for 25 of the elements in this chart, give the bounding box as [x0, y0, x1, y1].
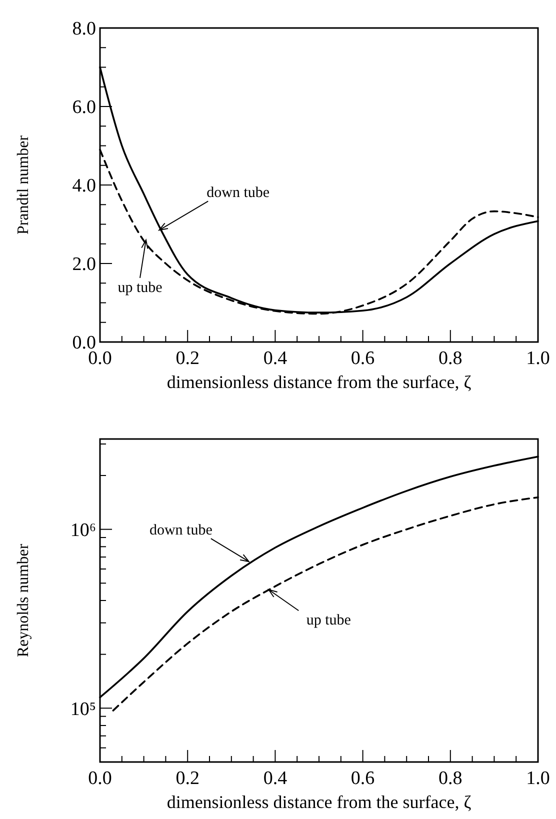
y-tick-label: 6.0 [72, 97, 96, 118]
annotation: down tube [149, 522, 213, 539]
x-tick-label: 0.2 [176, 348, 200, 369]
x-axis-title: dimensionless distance from the surface, ζ [166, 792, 472, 812]
x-tick-label: 0.6 [350, 768, 375, 789]
x-tick-label: 1.0 [526, 348, 550, 369]
annotation: up tube [306, 612, 352, 629]
x-tick-label: 0.4 [263, 348, 288, 369]
annotation: down tube [206, 185, 270, 202]
y-tick-label: 4.0 [72, 176, 96, 197]
y-tick-label: 10⁵ [70, 698, 96, 720]
y-tick-label: 10⁶ [70, 520, 96, 541]
y-axis-title: Reynolds number [15, 543, 32, 658]
y-tick-label: 2.0 [72, 254, 96, 276]
x-tick-label: 0.2 [176, 768, 200, 789]
x-tick-label: 0.4 [263, 768, 288, 789]
y-tick-label: 8.0 [72, 18, 96, 40]
annotation: up tube [118, 280, 163, 296]
y-axis-title: Prandtl number [15, 134, 32, 235]
x-tick-label: 0.6 [350, 348, 375, 369]
x-tick-label: 0.8 [438, 768, 462, 789]
x-tick-label: 0.0 [88, 768, 112, 789]
x-tick-label: 1.0 [526, 768, 550, 789]
x-tick-label: 0.8 [438, 348, 462, 369]
x-axis-title: dimensionless distance from the surface, ζ [166, 372, 472, 392]
